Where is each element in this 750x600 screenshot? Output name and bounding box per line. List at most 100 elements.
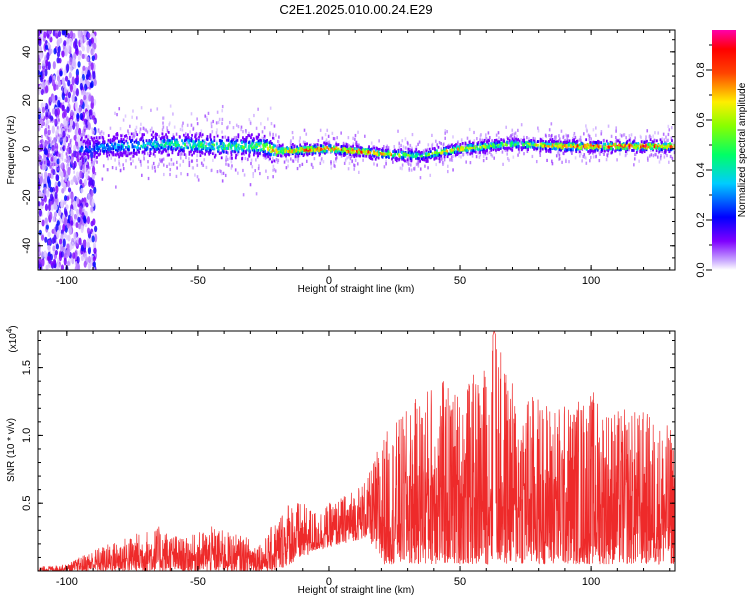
spectrogram-ridge-cell — [617, 139, 620, 143]
spectrogram-speckle — [56, 51, 61, 58]
spectrogram-ridge-cell — [218, 139, 221, 142]
spectrogram-ridge-cell — [278, 147, 281, 151]
spectrogram-speckle — [93, 247, 97, 254]
spectrogram-ridge-cell — [515, 145, 518, 149]
spectrogram-ridge-cell — [398, 153, 400, 157]
spectrogram-ridge-cell — [646, 139, 648, 143]
spectrogram-ridge-cell — [533, 139, 536, 143]
spectrogram-ridge-cell — [445, 149, 448, 153]
spectrogram-halo-cell — [605, 158, 608, 162]
spectrogram-speckle — [54, 32, 58, 38]
spectrogram-ridge-cell — [637, 141, 640, 145]
spectrogram-halo-cell — [572, 133, 575, 138]
spectrogram-halo-cell — [226, 157, 229, 161]
spectrogram-ridge-cell — [155, 147, 158, 151]
spectrogram-speckle — [90, 62, 94, 71]
spectrogram-ridge-cell — [196, 150, 199, 154]
spectrogram-halo-cell — [539, 153, 542, 158]
spectrogram-speckle — [38, 250, 41, 258]
spectrogram-ridge-cell — [79, 157, 82, 161]
spectrogram-halo-cell — [378, 139, 380, 143]
spectrogram-ridge-cell — [495, 138, 498, 142]
spectrogram-halo-cell — [67, 151, 69, 155]
spectrogram-ridge-cell — [158, 150, 160, 154]
spectrogram-halo-cell — [205, 165, 208, 170]
spectrogram-halo-cell — [325, 138, 328, 142]
spectrogram-ridge-cell — [359, 146, 362, 150]
spectrogram-ridge-cell — [652, 143, 655, 147]
spectrogram-halo-cell — [333, 160, 335, 164]
spectrogram-speckle — [38, 57, 41, 63]
spectrogram-speckle — [54, 250, 59, 256]
spectrogram-ridge-cell — [260, 148, 263, 152]
spectrogram-halo-cell — [318, 143, 320, 148]
spectrogram-halo-cell — [327, 142, 330, 147]
spectrogram-halo-cell — [580, 138, 582, 143]
spectrogram-ridge-cell — [580, 144, 583, 148]
spectrogram-halo-cell — [650, 136, 652, 140]
spectrogram-halo-cell — [456, 144, 459, 148]
spectrogram-speckle — [87, 263, 91, 270]
colorbar-gradient — [712, 30, 736, 270]
spectrogram-ridge-cell — [242, 136, 244, 140]
spectrogram-ridge-cell — [135, 139, 138, 143]
spectrogram-ridge-cell — [407, 151, 410, 154]
spectrogram-ridge-cell — [565, 148, 568, 152]
spectrogram-halo-cell — [287, 164, 289, 168]
spectrogram-ridge-cell — [484, 145, 487, 149]
spectrogram-speckle — [59, 70, 63, 77]
spectrogram-halo-cell — [582, 154, 585, 159]
spectrogram-halo-cell — [310, 143, 312, 147]
spectrogram-halo-cell — [646, 156, 649, 160]
spectrogram-ridge-cell — [444, 151, 447, 155]
spectrogram-ridge-cell — [590, 146, 593, 150]
spectrogram-halo-cell — [423, 151, 426, 155]
spectrogram-halo-cell — [231, 137, 233, 142]
spectrogram-halo-cell — [551, 162, 554, 166]
spectrogram-ridge-cell — [527, 148, 529, 152]
spectrogram-ridge-cell — [276, 150, 279, 154]
spectrogram-ridge-cell — [80, 138, 82, 142]
spectrogram-halo-cell — [419, 167, 422, 171]
spectrogram-halo-cell — [495, 150, 498, 154]
spectrogram-ridge-cell — [338, 152, 341, 156]
spectrogram-ridge-cell — [633, 145, 636, 149]
spectrogram-halo-cell — [134, 165, 137, 169]
spectrogram-halo-cell — [217, 120, 220, 125]
spectrogram-ridge-cell — [559, 143, 562, 147]
spectrogram-ridge-cell — [134, 152, 137, 155]
spectrogram-ridge-cell — [610, 147, 612, 150]
spectrogram-ridge-cell — [498, 148, 500, 152]
spectrogram-speckle — [44, 68, 48, 77]
spectrogram-halo-cell — [221, 121, 223, 126]
spectrogram-ridge-cell — [169, 146, 172, 150]
spectrogram-ridge-cell — [572, 142, 575, 146]
spectrogram-halo-cell — [383, 149, 385, 153]
spectrogram-speckle — [75, 221, 79, 229]
spectrogram-halo-cell — [197, 132, 199, 136]
spectrogram-ridge-cell — [224, 144, 227, 148]
spectrogram-ridge-cell — [99, 145, 102, 149]
spectrogram-halo-cell — [313, 157, 316, 161]
spectrogram-ridge-cell — [574, 140, 577, 144]
spectrogram-ridge-cell — [105, 149, 108, 153]
spectrogram-halo-cell — [376, 163, 378, 167]
spectrogram-ridge-cell — [98, 141, 101, 145]
spectrogram-halo-cell — [91, 127, 93, 131]
spectrogram-halo-cell — [58, 118, 60, 122]
spectrogram-ridge-cell — [498, 145, 501, 149]
spectrogram-halo-cell — [424, 148, 427, 152]
spectrogram-halo-cell — [79, 166, 82, 170]
spectrogram-halo-cell — [40, 155, 42, 160]
spectrogram-halo-cell — [226, 126, 228, 130]
spectrogram-speckle — [83, 94, 87, 101]
spectrogram-ridge-cell — [451, 148, 454, 152]
spectrogram-ridge-cell — [404, 159, 406, 163]
spectrogram-ridge-cell — [369, 148, 372, 151]
spectrogram-halo-cell — [665, 135, 667, 139]
spectrogram-ridge-cell — [204, 146, 207, 150]
spectrogram-ridge-cell — [594, 144, 597, 148]
spectrogram-halo-cell — [438, 140, 441, 145]
spectrogram-ridge-cell — [269, 140, 272, 143]
spectrogram-ridge-cell — [209, 133, 212, 137]
